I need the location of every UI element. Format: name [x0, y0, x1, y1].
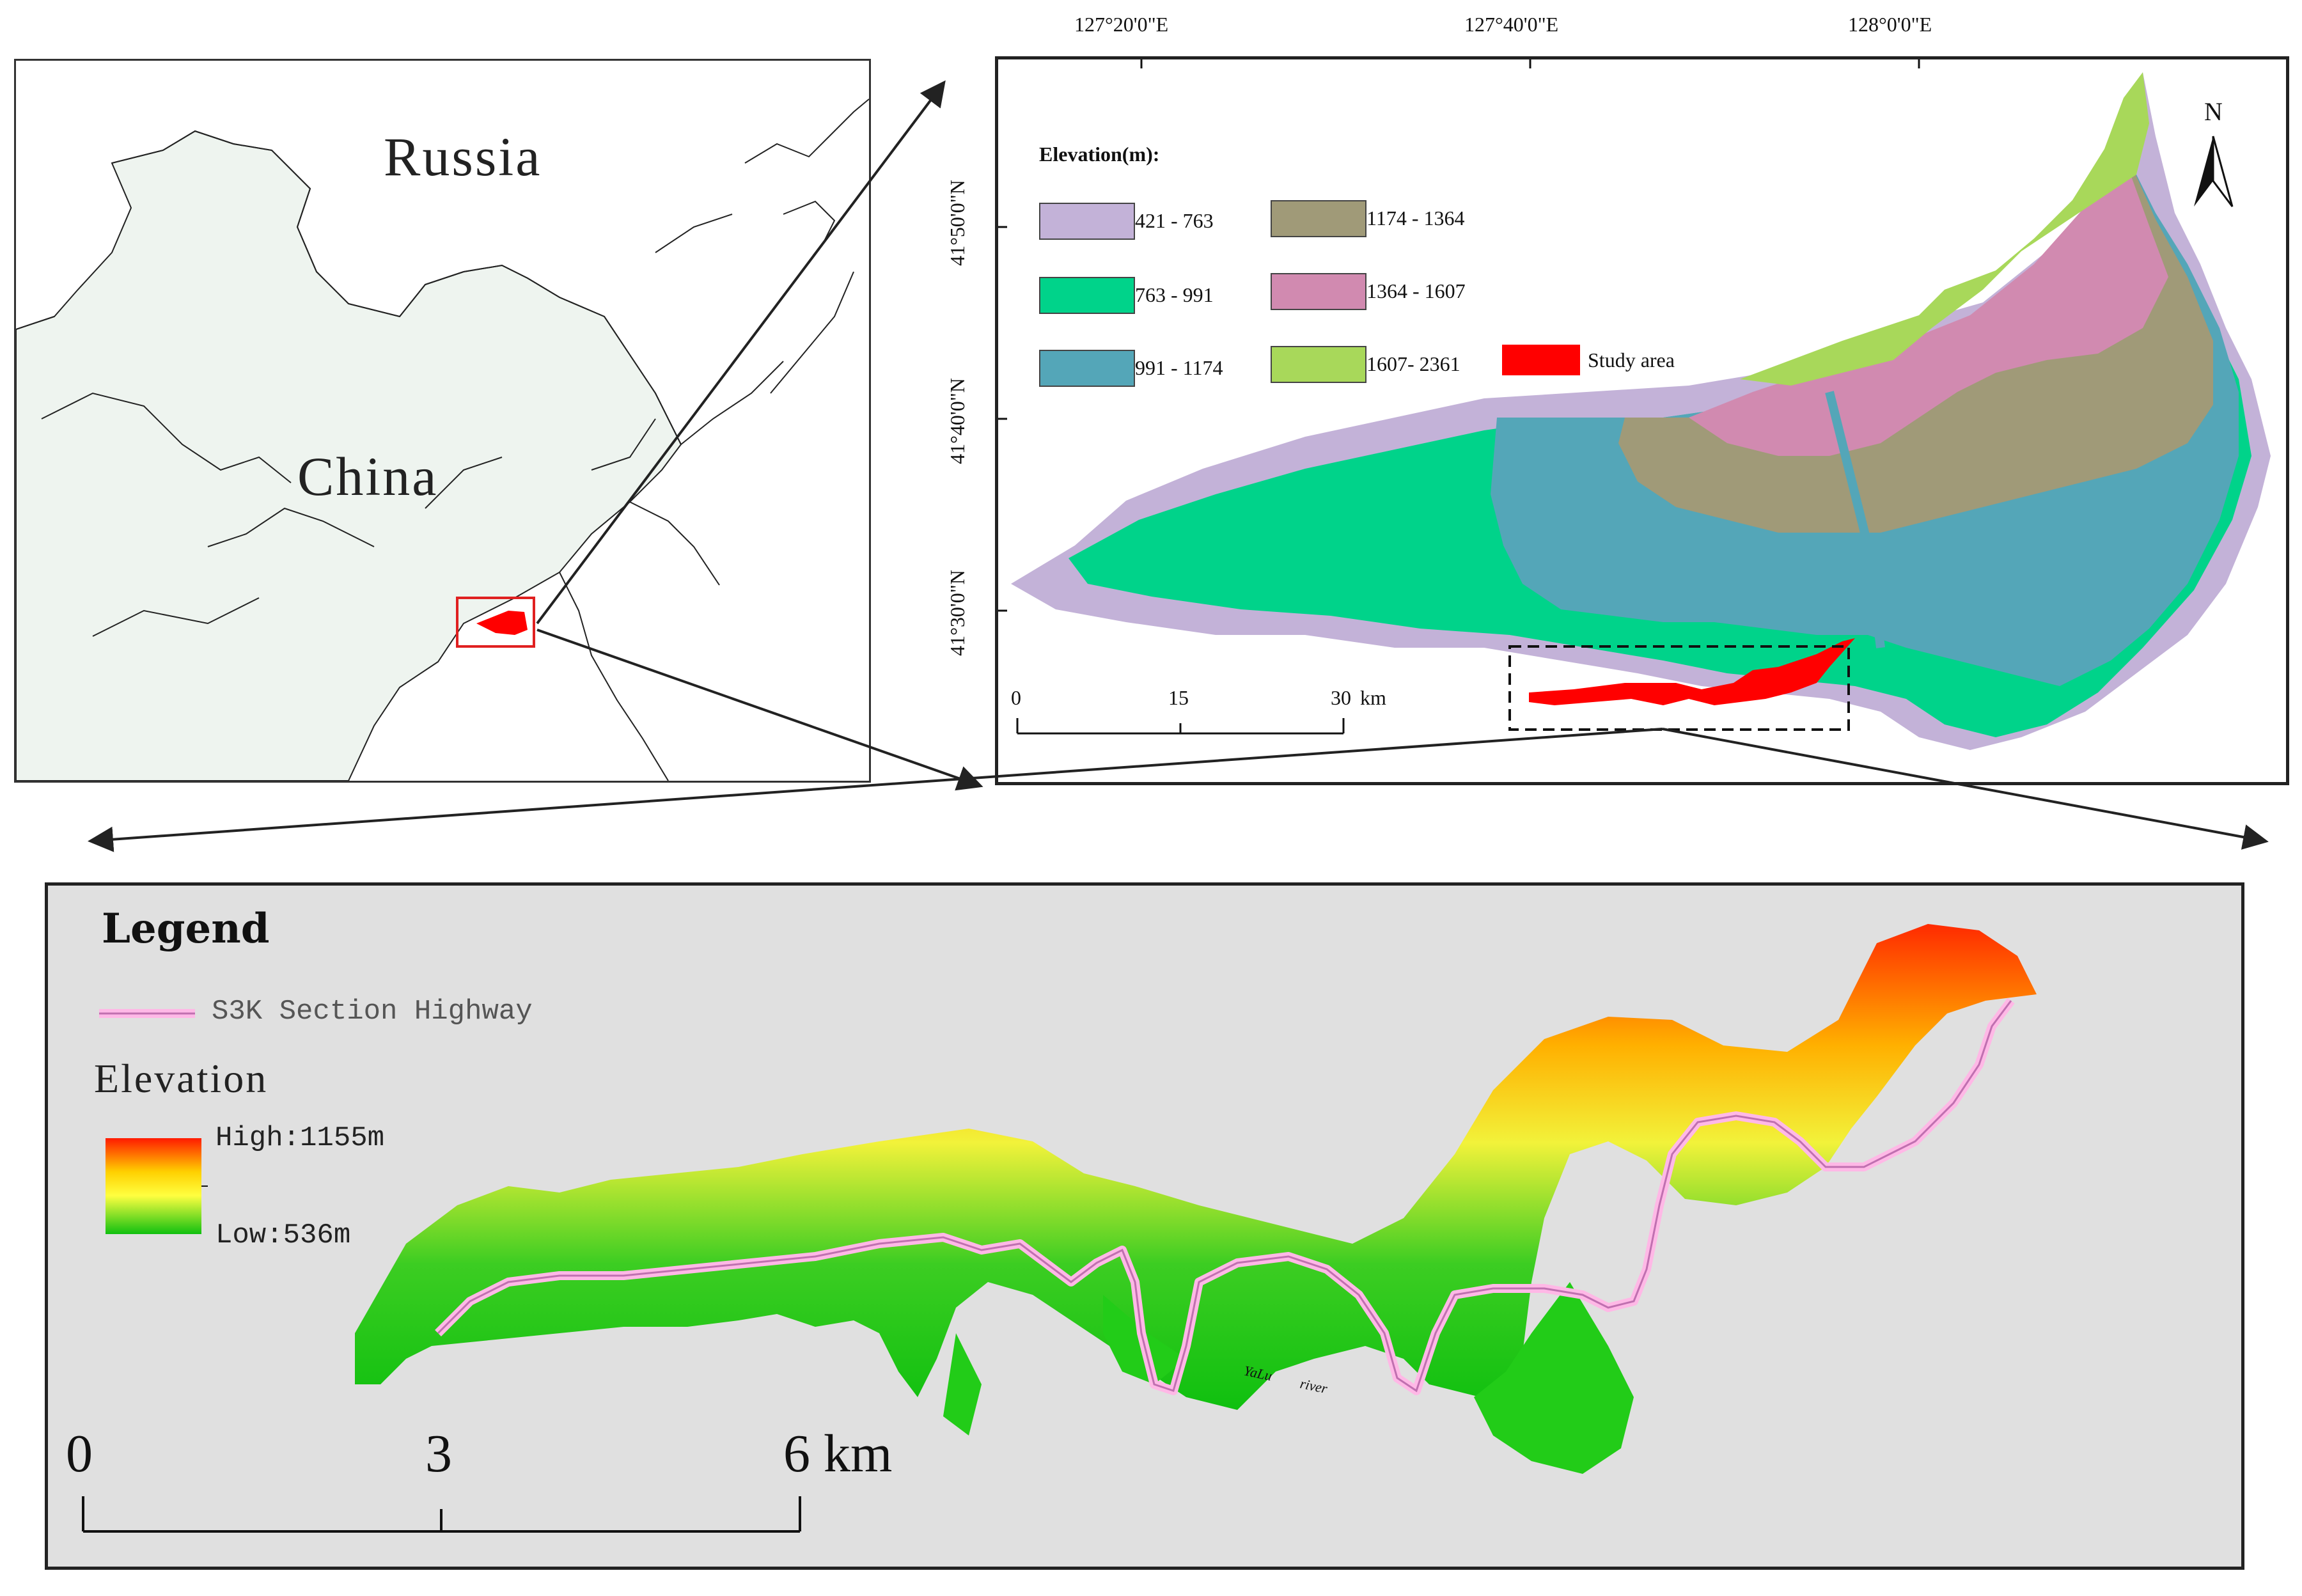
island-outline [744, 98, 869, 247]
legend-swatch-421-763 [1039, 203, 1135, 240]
legend-swatch-1174-1364 [1271, 200, 1366, 237]
regional-map-panel: N Elevation(m): 421 - 763 763 - 991 991 … [995, 56, 2289, 785]
latitude-tick-3: 41°30'0"N [945, 570, 969, 656]
study-region-shape [476, 611, 528, 635]
legend-label-1364-1607: 1364 - 1607 [1366, 279, 1466, 302]
legend-label-763-991: 763 - 991 [1135, 283, 1214, 306]
study-scale-tick-3: 3 [425, 1424, 452, 1483]
regional-scale-tick-0: 0 [1011, 686, 1021, 709]
legend-swatch-1607-2361 [1271, 346, 1366, 383]
label-china: China [297, 446, 439, 507]
study-scale-bar [82, 1496, 801, 1533]
elevation-high-label: High:1155m [215, 1122, 385, 1154]
overview-map-panel: Russia China [14, 59, 871, 783]
s3k-highway-centerline [437, 1000, 2012, 1393]
terrain-elevation-surface [355, 924, 2037, 1410]
study-area-map-panel: Legend S3K Section Highway Elevation Hig… [45, 882, 2244, 1570]
longitude-tick-3: 128°0'0"E [1848, 13, 1932, 36]
regional-scale-tick-15: 15 [1168, 686, 1189, 709]
legend-label-991-1174: 991 - 1174 [1135, 356, 1223, 379]
regional-legend-title: Elevation(m): [1039, 143, 1160, 166]
study-scale-tick-0: 0 [66, 1424, 93, 1483]
terrain-low-flats [943, 1282, 1634, 1474]
regional-scale-unit: km [1360, 686, 1386, 709]
graticule-ticks [998, 59, 1920, 612]
study-area-shape [1529, 638, 1855, 705]
legend-label-study-area: Study area [1588, 348, 1675, 372]
longitude-tick-1: 127°20'0"E [1074, 13, 1169, 36]
study-region-box [456, 597, 535, 648]
legend-swatch-991-1174 [1039, 350, 1135, 387]
elevation-color-ramp [106, 1138, 201, 1234]
latitude-tick-1: 41°50'0"N [945, 180, 969, 266]
longitude-tick-2: 127°40'0"E [1464, 13, 1559, 36]
label-russia: Russia [384, 126, 542, 187]
study-legend-title: Legend [102, 905, 270, 953]
legend-swatch-763-991 [1039, 277, 1135, 314]
north-arrow-label: N [2204, 97, 2223, 126]
legend-highway-label: S3K Section Highway [212, 996, 533, 1028]
legend-label-1607-2361: 1607- 2361 [1366, 352, 1460, 375]
elevation-low-label: Low:536m [215, 1219, 351, 1251]
legend-label-421-763: 421 - 763 [1135, 209, 1214, 232]
study-area-svg [82, 924, 2037, 1533]
legend-label-1174-1364: 1174 - 1364 [1366, 207, 1465, 230]
legend-swatch-study-area [1502, 345, 1580, 375]
regional-scale-bar [1016, 718, 1345, 735]
regional-scale-tick-30: 30 [1331, 686, 1351, 709]
latitude-tick-2: 41°40'0"N [945, 378, 969, 464]
study-scale-tick-6km: 6 km [783, 1424, 893, 1483]
elevation-legend-title: Elevation [94, 1056, 269, 1101]
north-arrow-icon [2194, 136, 2234, 207]
river-valley [1825, 391, 1885, 648]
legend-swatch-1364-1607 [1271, 273, 1366, 310]
regional-map-svg [998, 59, 2271, 750]
